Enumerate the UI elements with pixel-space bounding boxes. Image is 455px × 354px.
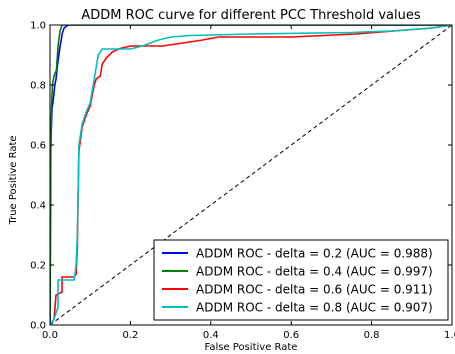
x-axis-label: False Positive Rate <box>205 342 298 353</box>
y-axis-label: True Positive Rate <box>8 135 19 225</box>
axis-ticks: 0.0 0.2 0.4 0.6 0.8 1.0 0.0 0.2 0.4 0.6 0.8 1.0 <box>30 21 455 342</box>
legend-box <box>153 239 449 321</box>
series-line-2 <box>50 25 452 325</box>
x-tick-label-1: 0.2 <box>122 330 138 341</box>
legend-label-3: ADDM ROC - delta = 0.8 (AUC = 0.907) <box>196 301 433 315</box>
legend-label-1: ADDM ROC - delta = 0.4 (AUC = 0.997) <box>196 265 433 279</box>
y-tick-label-2: 0.4 <box>30 201 46 212</box>
y-tick-label-5: 1.0 <box>30 21 46 32</box>
legend-label-0: ADDM ROC - delta = 0.2 (AUC = 0.988) <box>196 247 433 261</box>
x-tick-label-0: 0.0 <box>42 330 58 341</box>
y-tick-label-1: 0.2 <box>30 261 46 272</box>
chart-title: ADDM ROC curve for different PCC Thresho… <box>81 8 420 23</box>
plot-area <box>49 24 453 326</box>
x-tick-label-2: 0.4 <box>203 330 219 341</box>
x-tick-label-3: 0.6 <box>283 330 299 341</box>
y-tick-label-3: 0.6 <box>30 141 46 152</box>
plot-frame <box>49 24 453 326</box>
series-line-3 <box>50 25 452 325</box>
y-tick-label-0: 0.0 <box>30 321 46 332</box>
y-tick-label-4: 0.8 <box>30 81 46 92</box>
plot-series-group <box>50 25 452 325</box>
series-line-1 <box>50 25 452 325</box>
legend-label-2: ADDM ROC - delta = 0.6 (AUC = 0.911) <box>196 283 433 297</box>
legend: ADDM ROC - delta = 0.2 (AUC = 0.988) ADDM… <box>153 239 449 321</box>
x-tick-label-4: 0.8 <box>364 330 380 341</box>
x-tick-label-5: 1.0 <box>444 330 455 341</box>
